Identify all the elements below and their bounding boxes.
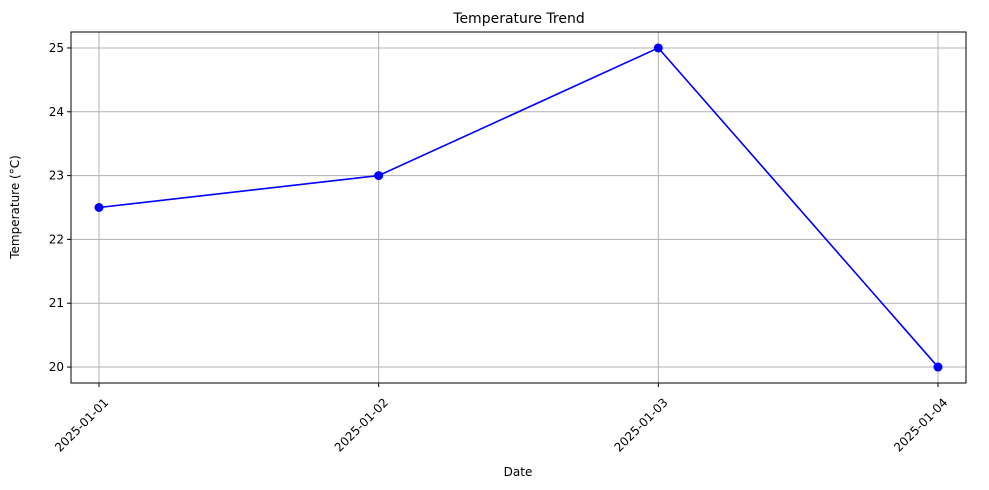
data-point xyxy=(374,171,384,181)
y-tick-label: 24 xyxy=(49,105,64,119)
y-tick-label: 23 xyxy=(49,169,64,183)
data-point xyxy=(933,362,943,372)
y-axis-label: Temperature (°C) xyxy=(8,155,22,260)
data-point xyxy=(94,203,104,212)
y-tick-label: 25 xyxy=(49,41,64,55)
x-axis-label: Date xyxy=(504,465,533,479)
x-tick-label: 2025-01-02 xyxy=(332,395,391,454)
data-point xyxy=(653,43,663,53)
grid-lines xyxy=(71,32,966,383)
series-layer xyxy=(94,43,943,372)
x-tick-label: 2025-01-03 xyxy=(611,395,670,454)
y-tick-label: 22 xyxy=(49,232,64,246)
chart-title: Temperature Trend xyxy=(452,11,584,27)
y-tick-labels: 20 21 22 23 24 25 xyxy=(49,41,64,374)
x-tick-label: 2025-01-04 xyxy=(891,395,950,454)
x-tick-label: 2025-01-01 xyxy=(52,395,111,454)
y-tick-label: 21 xyxy=(49,296,64,310)
y-tick-label: 20 xyxy=(49,360,64,374)
axis-ticks xyxy=(67,47,939,387)
plot-area-frame xyxy=(70,31,967,384)
x-tick-labels: 2025-01-01 2025-01-02 2025-01-03 2025-01-04 xyxy=(52,395,950,454)
series-line xyxy=(98,46,939,368)
